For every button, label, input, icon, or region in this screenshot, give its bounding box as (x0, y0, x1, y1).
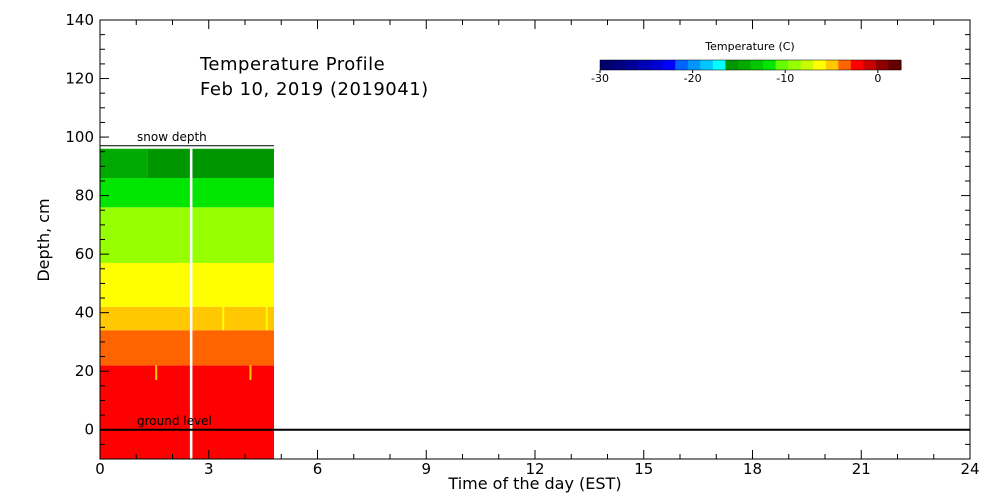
colorbar-tick-label: -10 (776, 72, 794, 85)
y-tick-label: 140 (65, 11, 94, 29)
x-tick-label: 6 (313, 460, 323, 478)
x-tick-label: 3 (204, 460, 214, 478)
colorbar-border (599, 59, 902, 71)
colorbar-swatch (625, 60, 639, 70)
heatmap-cell (100, 148, 148, 179)
x-tick-label: 18 (743, 460, 762, 478)
colorbar-swatch (637, 60, 651, 70)
y-axis-label: Depth, cm (34, 198, 53, 281)
heatmap-cell (100, 207, 274, 263)
colorbar-tick-label: -20 (684, 72, 702, 85)
chart-subtitle: Feb 10, 2019 (2019041) (200, 79, 429, 100)
x-tick-label: 21 (852, 460, 871, 478)
colorbar-title: Temperature (C) (704, 40, 794, 53)
colorbar-swatch (763, 60, 777, 70)
heatmap-cell (100, 178, 274, 208)
heatmap-streak (249, 365, 252, 380)
axis-ticks (99, 19, 971, 460)
data-gap (189, 148, 193, 460)
colorbar-swatch (800, 60, 814, 70)
x-tick-label: 24 (960, 460, 979, 478)
colorbar-tick-label: 0 (874, 72, 881, 85)
x-axis-label: Time of the day (EST) (447, 474, 621, 493)
heatmap-cell (100, 365, 274, 459)
colorbar-swatch (687, 60, 701, 70)
colorbar-swatch (750, 60, 764, 70)
y-tick-label: 40 (75, 304, 94, 322)
colorbar-swatches (599, 59, 902, 71)
heatmap-cells (100, 148, 274, 460)
colorbar-swatch (712, 60, 726, 70)
colorbar-swatch (788, 60, 802, 70)
y-tick-labels: 0 20 40 60 80 100 120 140 (65, 11, 94, 439)
x-tick-label: 0 (95, 460, 105, 478)
colorbar: Temperature (C) -30 -20 -10 0 (591, 40, 902, 85)
colorbar-swatch (600, 60, 614, 70)
colorbar-swatch (612, 60, 626, 70)
x-tick-label: 9 (421, 460, 431, 478)
y-tick-label: 60 (75, 245, 94, 263)
colorbar-swatch (838, 60, 852, 70)
colorbar-swatch (813, 60, 827, 70)
colorbar-tick-label: -30 (591, 72, 609, 85)
heatmap-cell (147, 148, 274, 179)
colorbar-swatch (662, 60, 676, 70)
colorbar-swatch (825, 60, 839, 70)
x-tick-label: 12 (525, 460, 544, 478)
snow-depth-annotation: snow depth (137, 130, 207, 144)
y-tick-label: 20 (75, 362, 94, 380)
y-tick-label: 0 (84, 421, 94, 439)
colorbar-swatch (875, 60, 889, 70)
colorbar-swatch (863, 60, 877, 70)
ground-level-annotation: ground level (137, 414, 212, 428)
colorbar-swatch (737, 60, 751, 70)
heatmap-cell (100, 306, 274, 331)
heatmap-cell (100, 262, 274, 307)
colorbar-swatch (650, 60, 664, 70)
heatmap-streak (265, 306, 268, 331)
colorbar-swatch (700, 60, 714, 70)
heatmap-streak (155, 365, 158, 380)
y-tick-label: 120 (65, 70, 94, 88)
colorbar-swatch (775, 60, 789, 70)
colorbar-swatch (850, 60, 864, 70)
heatmap-streak (222, 306, 225, 331)
x-tick-label: 15 (634, 460, 653, 478)
x-tick-labels: 0 3 6 9 12 15 18 21 24 (95, 460, 979, 478)
colorbar-swatch (888, 60, 902, 70)
y-tick-label: 100 (65, 128, 94, 146)
colorbar-swatch (725, 60, 739, 70)
y-tick-label: 80 (75, 187, 94, 205)
colorbar-swatch (675, 60, 689, 70)
colorbar-ticks: -30 -20 -10 0 (591, 70, 881, 85)
heatmap-cell (100, 330, 274, 366)
chart-title: Temperature Profile (199, 54, 385, 75)
